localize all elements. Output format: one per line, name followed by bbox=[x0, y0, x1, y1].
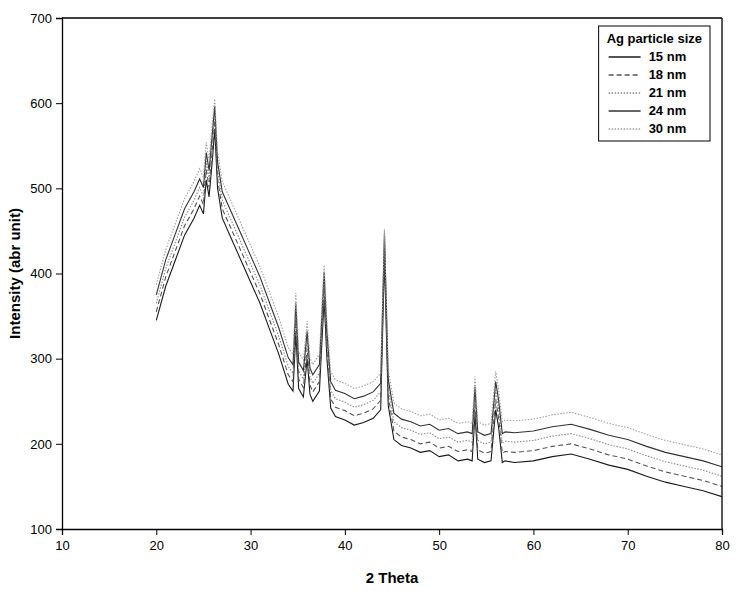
frame bbox=[721, 18, 722, 529]
tick-label: 100 bbox=[30, 522, 52, 537]
tick-mark bbox=[722, 529, 723, 535]
series-line bbox=[156, 113, 722, 476]
series-line bbox=[156, 99, 722, 455]
legend-label: 30 nm bbox=[649, 121, 687, 136]
x-axis: 10 20 30 40 50 60 70 80 bbox=[55, 529, 729, 553]
legend-swatch bbox=[609, 56, 641, 57]
tick: 20 bbox=[150, 529, 164, 553]
tick-label: 30 bbox=[244, 538, 258, 553]
legend-label: 15 nm bbox=[649, 49, 687, 64]
tick-mark bbox=[56, 103, 62, 104]
tick-mark bbox=[56, 18, 62, 19]
tick: 100 bbox=[30, 522, 62, 537]
tick-label: 300 bbox=[30, 351, 52, 366]
legend-label: 21 nm bbox=[649, 85, 687, 100]
tick-mark bbox=[56, 529, 62, 530]
x-axis-title: 2 Theta bbox=[366, 569, 419, 586]
legend-swatch bbox=[609, 92, 641, 93]
tick: 40 bbox=[338, 529, 352, 553]
tick-mark bbox=[56, 444, 62, 445]
tick-mark bbox=[156, 529, 157, 535]
tick-mark bbox=[56, 274, 62, 275]
frame bbox=[62, 17, 722, 18]
axis-line bbox=[63, 530, 723, 536]
tick: 400 bbox=[30, 266, 62, 281]
tick-mark bbox=[628, 529, 629, 535]
legend: Ag particle size 15 nm 18 nm 21 nm 24 nm 30 n… bbox=[599, 26, 710, 141]
tick-label: 400 bbox=[30, 266, 52, 281]
tick-mark bbox=[345, 529, 346, 535]
tick: 70 bbox=[621, 529, 635, 553]
lines bbox=[156, 99, 722, 497]
tick-label: 600 bbox=[30, 96, 52, 111]
tick: 200 bbox=[30, 436, 62, 451]
tick: 10 bbox=[55, 529, 69, 553]
tick-mark bbox=[251, 529, 252, 535]
tick-label: 20 bbox=[150, 538, 164, 553]
series-line bbox=[156, 106, 722, 467]
tick-label: 80 bbox=[715, 538, 729, 553]
tick-mark bbox=[439, 529, 440, 535]
tick: 300 bbox=[30, 351, 62, 366]
legend-swatch bbox=[609, 128, 641, 129]
legend-label: 18 nm bbox=[649, 67, 687, 82]
legend-box bbox=[599, 26, 710, 141]
tick-label: 60 bbox=[527, 538, 541, 553]
tick: 700 bbox=[30, 11, 62, 26]
tick-label: 70 bbox=[621, 538, 635, 553]
tick: 600 bbox=[30, 96, 62, 111]
tick-label: 50 bbox=[432, 538, 446, 553]
tick-mark bbox=[56, 359, 62, 360]
tick-label: 10 bbox=[55, 538, 69, 553]
tick-mark bbox=[56, 188, 62, 189]
axis-line bbox=[56, 19, 63, 530]
y-axis: 100 200 300 400 500 600 700 bbox=[30, 11, 62, 537]
tick-mark bbox=[533, 529, 534, 535]
tick-label: 40 bbox=[338, 538, 352, 553]
y-axis-title: Intensity (abr unit) bbox=[6, 208, 23, 339]
tick: 80 bbox=[715, 529, 729, 553]
tick: 500 bbox=[30, 181, 62, 196]
tick: 60 bbox=[527, 529, 541, 553]
series-line bbox=[156, 120, 722, 486]
tick-label: 200 bbox=[30, 436, 52, 451]
tick: 30 bbox=[244, 529, 258, 553]
plot: 10 20 30 40 50 60 70 80 100 200 300 400 500 600 700 Ag … bbox=[30, 11, 729, 554]
legend-title: Ag particle size bbox=[607, 31, 702, 46]
tick-label: 500 bbox=[30, 181, 52, 196]
legend-swatch bbox=[609, 110, 641, 111]
tick: 50 bbox=[432, 529, 446, 553]
series-line bbox=[156, 129, 722, 497]
tick-label: 700 bbox=[30, 11, 52, 26]
legend-label: 24 nm bbox=[649, 103, 687, 118]
legend-swatch bbox=[609, 74, 641, 75]
